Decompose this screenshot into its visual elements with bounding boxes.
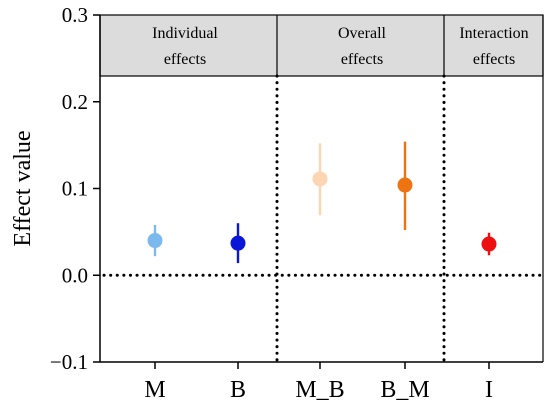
group-label-2: Overall effects xyxy=(338,25,387,68)
group-label-1: Individual effects xyxy=(152,25,218,68)
data-point-m-b xyxy=(312,171,328,187)
group-label-line: Interaction xyxy=(459,25,528,42)
y-tick-label: 0.3 xyxy=(62,3,88,27)
axes xyxy=(93,14,544,369)
group-label-3: Interaction effects xyxy=(459,25,528,68)
y-tick-label: 0.0 xyxy=(62,263,88,287)
group-label-line: Individual xyxy=(152,25,218,42)
x-tick-label-m-b: M_B xyxy=(295,377,344,403)
x-tick-label-b: B xyxy=(230,377,246,403)
y-tick-label: 0.1 xyxy=(62,177,88,201)
x-tick-label-m: M xyxy=(144,377,165,403)
data-point-b-m xyxy=(397,177,413,193)
x-tick-label-i: I xyxy=(485,377,493,403)
group-label-line: effects xyxy=(164,51,206,68)
header-band xyxy=(99,14,544,77)
group-label-line: Overall xyxy=(338,25,387,42)
data-point-b xyxy=(230,235,246,251)
group-label-line: effects xyxy=(473,51,515,68)
x-tick-label-b-m: B_M xyxy=(380,377,429,403)
y-tick-label: −0.1 xyxy=(50,350,88,374)
data-point-m xyxy=(147,233,163,249)
data-point-i xyxy=(481,236,497,252)
y-tick-label: 0.2 xyxy=(62,90,88,114)
y-axis-title: Effect value xyxy=(10,130,36,246)
group-header-band xyxy=(99,14,544,77)
group-dividers xyxy=(275,74,446,364)
group-label-line: effects xyxy=(341,51,383,68)
data-marks xyxy=(147,141,497,264)
